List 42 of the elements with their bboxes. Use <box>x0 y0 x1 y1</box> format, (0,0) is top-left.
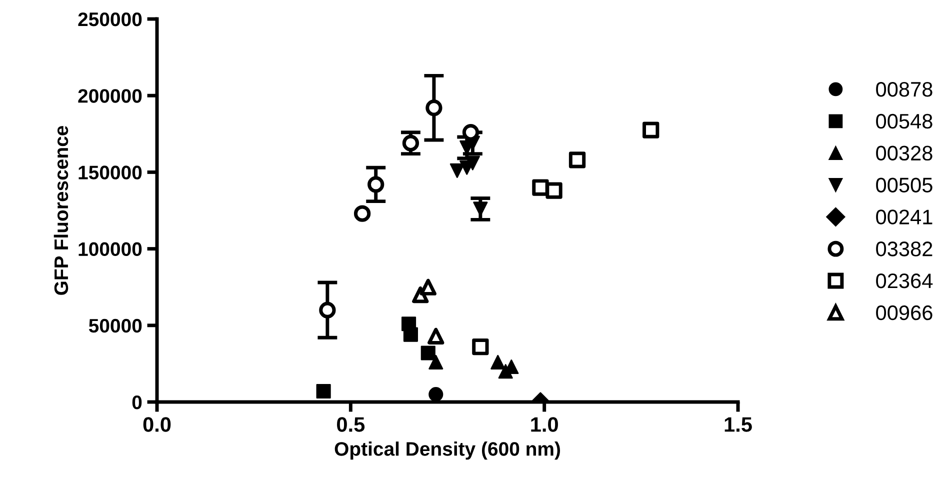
point <box>354 205 371 222</box>
y-tick-label: 0 <box>132 395 142 410</box>
legend-label: 00966 <box>876 305 932 320</box>
point <box>462 124 480 141</box>
point <box>368 176 384 193</box>
point <box>465 156 480 170</box>
point <box>420 278 436 296</box>
legend-label: 00328 <box>876 146 932 161</box>
legend-label: 00548 <box>876 114 932 129</box>
point <box>568 152 586 168</box>
x-tick-label: 0.5 <box>337 417 365 432</box>
y-tick-label: 100000 <box>78 242 142 256</box>
x-tick-label: 1.5 <box>724 417 752 432</box>
point <box>428 328 444 344</box>
point <box>532 179 549 196</box>
point <box>642 122 660 138</box>
x-axis-title: Optical Density (600 nm) <box>334 442 560 460</box>
legend-label: 02364 <box>876 273 933 288</box>
point <box>428 354 444 370</box>
legend-label: 00878 <box>876 82 932 97</box>
y-tick-label: 150000 <box>78 166 142 180</box>
point <box>473 202 488 216</box>
y-tick-label: 250000 <box>78 12 142 26</box>
point <box>403 327 418 342</box>
point <box>546 182 562 199</box>
point <box>428 387 444 402</box>
x-tick-label: 1.0 <box>531 417 558 432</box>
legend-label: 00241 <box>876 210 932 224</box>
legend-label: 03382 <box>876 242 932 256</box>
point <box>490 354 506 370</box>
point <box>316 384 331 399</box>
point <box>426 100 442 116</box>
legend-label: 00505 <box>876 178 932 192</box>
point <box>402 134 420 152</box>
point <box>319 302 336 318</box>
y-axis-title: GFP Fluorescence <box>54 126 68 295</box>
y-tick-label: 50000 <box>88 318 142 333</box>
point <box>472 338 489 356</box>
y-tick-label: 200000 <box>78 89 142 103</box>
point <box>420 346 436 360</box>
point <box>450 163 464 178</box>
x-tick-label: 0.0 <box>143 417 171 432</box>
